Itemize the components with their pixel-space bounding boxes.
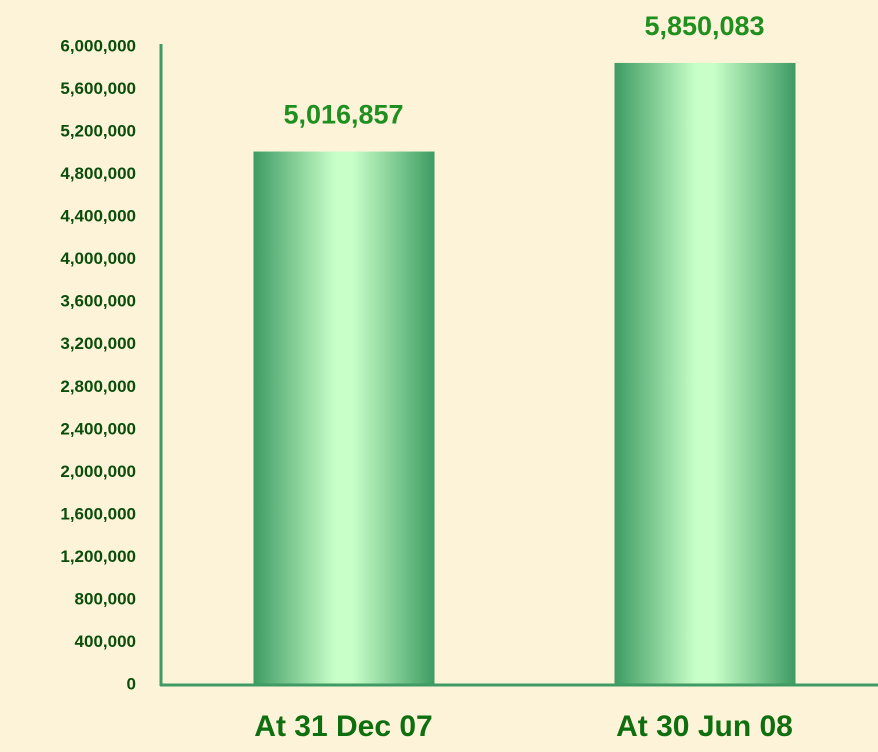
y-tick-label: 3,200,000 <box>60 334 136 353</box>
y-tick-label: 1,200,000 <box>60 547 136 566</box>
y-tick-label: 4,800,000 <box>60 164 136 183</box>
y-tick-label: 6,000,000 <box>60 36 136 55</box>
y-tick-label: 1,600,000 <box>60 504 136 523</box>
y-tick-label: 5,200,000 <box>60 122 136 141</box>
value-label: 5,850,083 <box>644 11 764 41</box>
y-tick-label: 800,000 <box>75 589 136 608</box>
x-tick-label: At 31 Dec 07 <box>254 710 432 743</box>
bar <box>614 62 796 686</box>
y-tick-label: 3,600,000 <box>60 292 136 311</box>
y-tick-label: 0 <box>127 674 136 693</box>
value-label: 5,016,857 <box>283 100 403 130</box>
y-tick-label: 400,000 <box>75 632 136 651</box>
x-tick-label: At 30 Jun 08 <box>616 710 793 743</box>
y-tick-label: 4,400,000 <box>60 207 136 226</box>
bar <box>253 151 435 685</box>
y-tick-label: 2,400,000 <box>60 419 136 438</box>
y-tick-label: 4,000,000 <box>60 249 136 268</box>
y-tick-label: 5,600,000 <box>60 79 136 98</box>
y-tick-label: 2,000,000 <box>60 462 136 481</box>
y-tick-label: 2,800,000 <box>60 377 136 396</box>
